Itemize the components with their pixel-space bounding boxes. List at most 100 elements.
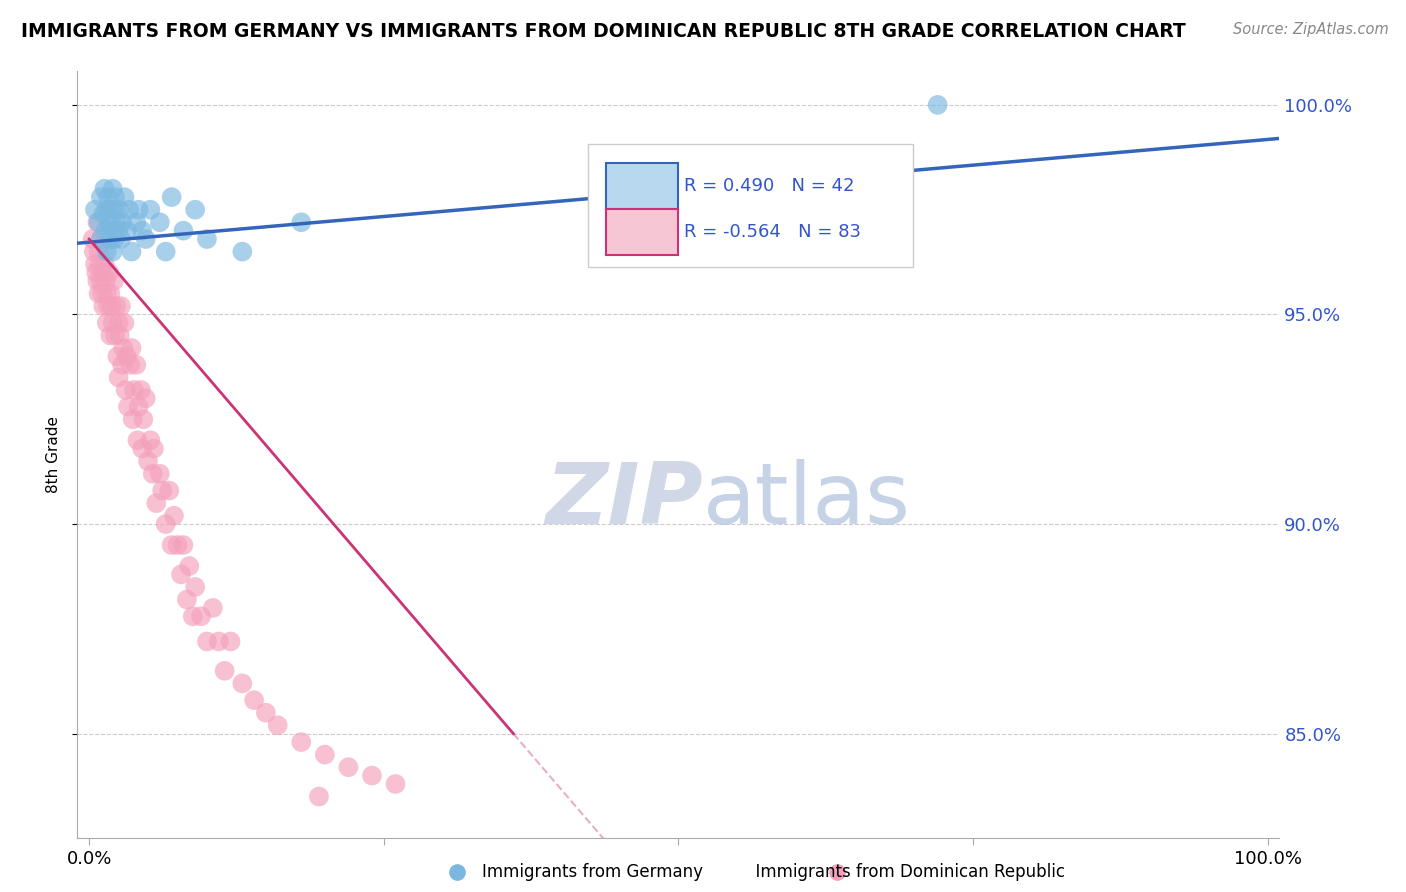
Point <box>118 202 141 217</box>
Point <box>131 442 153 456</box>
Point <box>110 232 132 246</box>
Point <box>93 257 115 271</box>
Point <box>98 328 121 343</box>
Point <box>121 244 143 259</box>
Point <box>308 789 330 804</box>
Text: Immigrants from Germany: Immigrants from Germany <box>482 863 703 881</box>
Point <box>110 299 132 313</box>
Point <box>96 316 118 330</box>
Point <box>128 202 150 217</box>
Point <box>139 202 162 217</box>
Point <box>104 232 127 246</box>
Text: Source: ZipAtlas.com: Source: ZipAtlas.com <box>1233 22 1389 37</box>
FancyBboxPatch shape <box>588 145 912 267</box>
Point <box>149 467 172 481</box>
Point <box>98 232 121 246</box>
Point <box>111 215 134 229</box>
Point <box>90 232 112 246</box>
Point <box>142 442 165 456</box>
Point <box>190 609 212 624</box>
Point <box>121 341 143 355</box>
Text: IMMIGRANTS FROM GERMANY VS IMMIGRANTS FROM DOMINICAN REPUBLIC 8TH GRADE CORRELAT: IMMIGRANTS FROM GERMANY VS IMMIGRANTS FR… <box>21 22 1185 41</box>
Point <box>84 266 107 280</box>
Point <box>100 224 122 238</box>
Point <box>176 592 198 607</box>
Point <box>94 224 117 238</box>
Point <box>114 316 136 330</box>
Point <box>181 609 204 624</box>
Point <box>89 257 111 271</box>
Point <box>254 706 277 720</box>
Point <box>87 286 110 301</box>
Point <box>201 601 224 615</box>
Point <box>127 434 149 448</box>
Point <box>86 274 108 288</box>
Point <box>91 207 114 221</box>
Point <box>136 454 159 468</box>
Point <box>103 202 125 217</box>
Point <box>87 244 110 259</box>
Point <box>105 215 128 229</box>
Point <box>231 676 253 690</box>
Point <box>314 747 336 762</box>
Point <box>98 286 121 301</box>
Point <box>195 232 218 246</box>
Text: R = 0.490   N = 42: R = 0.490 N = 42 <box>685 178 855 195</box>
Point <box>108 328 131 343</box>
Point <box>125 358 148 372</box>
Point <box>219 634 242 648</box>
Point <box>142 467 165 481</box>
Point <box>105 299 128 313</box>
Point <box>179 559 201 574</box>
Text: ZIP: ZIP <box>544 459 703 542</box>
Point <box>121 412 143 426</box>
Point <box>155 244 177 259</box>
Point <box>90 232 112 246</box>
Point <box>82 232 104 246</box>
Point <box>86 215 108 229</box>
Point <box>91 286 114 301</box>
Point <box>129 383 152 397</box>
Point <box>131 224 153 238</box>
Point <box>160 538 183 552</box>
Point <box>927 98 949 112</box>
Point <box>96 244 118 259</box>
Point <box>108 202 131 217</box>
Point <box>107 350 129 364</box>
Point <box>243 693 266 707</box>
Point <box>112 341 135 355</box>
Point <box>103 274 125 288</box>
Point <box>361 769 384 783</box>
Point <box>337 760 360 774</box>
Point <box>290 735 312 749</box>
Point <box>111 358 134 372</box>
Point <box>98 266 121 280</box>
Point <box>184 580 207 594</box>
Point <box>145 496 167 510</box>
Point <box>87 215 110 229</box>
Point <box>96 202 118 217</box>
Y-axis label: 8th Grade: 8th Grade <box>45 417 60 493</box>
Point <box>84 202 107 217</box>
Point <box>104 328 127 343</box>
Point <box>135 232 157 246</box>
Point <box>166 538 188 552</box>
Point <box>93 182 115 196</box>
Point <box>155 517 177 532</box>
Point <box>135 392 157 406</box>
Text: Immigrants from Dominican Republic: Immigrants from Dominican Republic <box>703 863 1064 881</box>
Text: R = -0.564   N = 83: R = -0.564 N = 83 <box>685 224 862 242</box>
Point <box>172 224 194 238</box>
Point <box>150 483 173 498</box>
Point <box>94 274 117 288</box>
Point <box>101 182 124 196</box>
Point <box>104 190 127 204</box>
Point <box>115 224 138 238</box>
Point <box>97 299 120 313</box>
Point <box>163 508 186 523</box>
Point <box>100 299 122 313</box>
Point <box>157 483 180 498</box>
Point <box>290 215 312 229</box>
Text: atlas: atlas <box>703 459 911 542</box>
Point <box>115 350 138 364</box>
